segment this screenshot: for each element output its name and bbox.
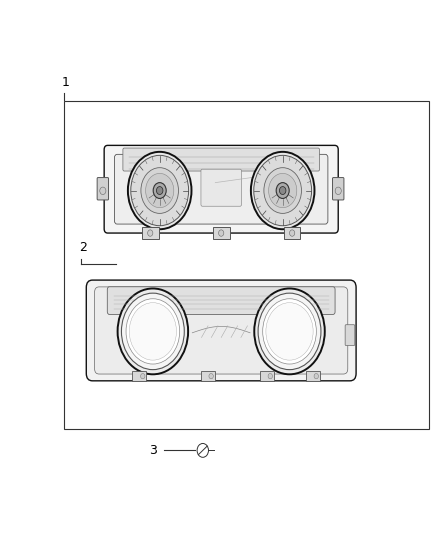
FancyBboxPatch shape	[284, 227, 300, 239]
FancyBboxPatch shape	[107, 287, 335, 314]
Circle shape	[148, 230, 153, 236]
Circle shape	[254, 288, 325, 374]
Circle shape	[219, 230, 224, 236]
Text: 2: 2	[79, 241, 87, 254]
Circle shape	[276, 183, 289, 198]
Circle shape	[279, 187, 286, 195]
FancyBboxPatch shape	[123, 148, 319, 171]
FancyBboxPatch shape	[332, 177, 344, 200]
Circle shape	[263, 298, 316, 364]
FancyBboxPatch shape	[132, 371, 146, 382]
Text: 3: 3	[149, 444, 157, 457]
Circle shape	[268, 173, 297, 208]
FancyBboxPatch shape	[86, 280, 356, 381]
FancyBboxPatch shape	[97, 177, 109, 200]
Circle shape	[126, 298, 180, 364]
FancyBboxPatch shape	[260, 371, 274, 382]
Circle shape	[117, 288, 188, 374]
Circle shape	[290, 230, 295, 236]
Circle shape	[131, 155, 189, 225]
Circle shape	[266, 303, 313, 360]
Circle shape	[209, 374, 213, 379]
Circle shape	[268, 374, 272, 379]
FancyBboxPatch shape	[201, 169, 241, 206]
FancyBboxPatch shape	[95, 287, 348, 374]
Text: 1: 1	[61, 76, 69, 89]
Circle shape	[251, 152, 314, 229]
Circle shape	[128, 152, 191, 229]
FancyBboxPatch shape	[104, 146, 338, 233]
FancyBboxPatch shape	[201, 371, 215, 382]
Circle shape	[129, 303, 177, 360]
Circle shape	[156, 187, 163, 195]
FancyBboxPatch shape	[213, 227, 230, 239]
Circle shape	[100, 187, 106, 195]
Circle shape	[145, 173, 174, 208]
FancyBboxPatch shape	[345, 325, 355, 345]
FancyBboxPatch shape	[114, 155, 328, 224]
FancyBboxPatch shape	[142, 227, 159, 239]
Circle shape	[314, 374, 318, 379]
Circle shape	[264, 168, 301, 213]
Circle shape	[335, 187, 341, 195]
Circle shape	[121, 293, 184, 370]
Circle shape	[258, 293, 321, 370]
Circle shape	[153, 183, 166, 198]
Bar	[64, 101, 429, 429]
FancyBboxPatch shape	[306, 371, 320, 382]
Circle shape	[141, 374, 145, 379]
Circle shape	[141, 168, 178, 213]
Circle shape	[254, 155, 311, 225]
